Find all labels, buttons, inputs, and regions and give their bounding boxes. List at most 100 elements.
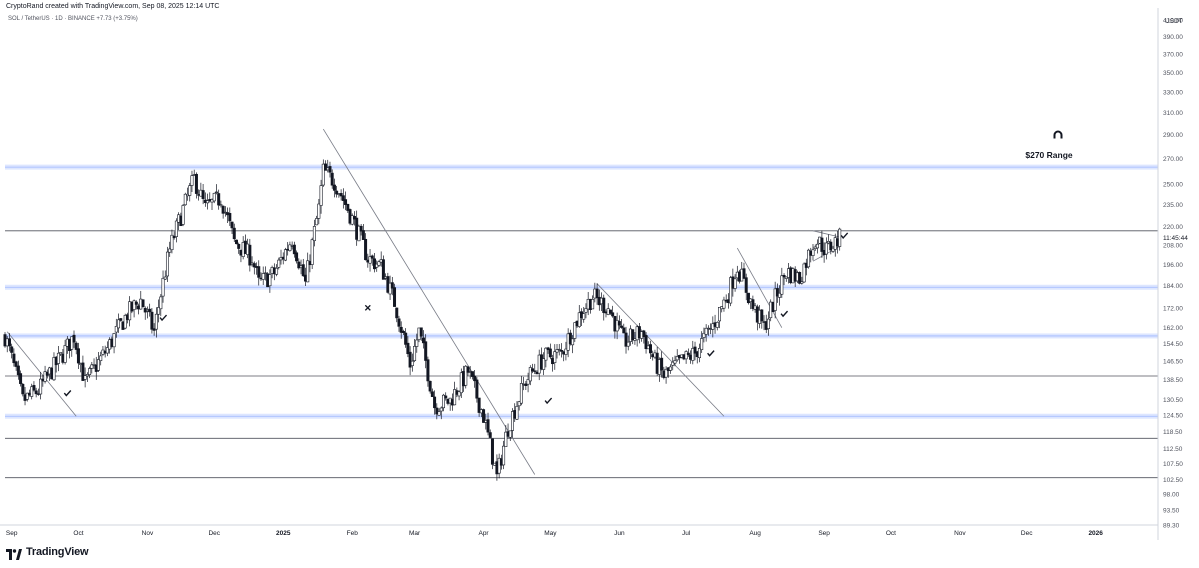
candle	[85, 372, 89, 383]
candle	[339, 189, 343, 201]
candle	[393, 283, 397, 307]
candle-body	[168, 248, 172, 253]
candle	[729, 275, 733, 307]
candle-body	[815, 243, 819, 249]
candle	[642, 329, 646, 344]
candle	[691, 340, 695, 365]
candle-body	[782, 274, 786, 278]
candle	[399, 321, 403, 339]
candle-body	[56, 352, 60, 364]
candle	[780, 267, 784, 298]
candle	[19, 370, 23, 387]
candle-body	[12, 353, 16, 364]
candle-body	[34, 390, 38, 395]
candle-body	[595, 288, 599, 299]
candle-body	[624, 332, 628, 347]
price-tick-label: 162.00	[1163, 325, 1183, 332]
candle	[466, 365, 470, 376]
candle	[83, 367, 87, 388]
candle-body	[807, 249, 811, 268]
price-tick-label: 130.50	[1163, 397, 1183, 404]
candle	[163, 270, 167, 281]
candle	[141, 299, 145, 308]
candle	[488, 429, 492, 438]
candle	[194, 172, 198, 199]
candle-body	[30, 386, 34, 397]
candle	[631, 329, 635, 345]
candle	[591, 295, 595, 310]
candle	[372, 253, 376, 273]
candle-body	[744, 277, 748, 293]
candle-body	[397, 318, 401, 327]
candle-body	[370, 255, 374, 259]
candle-body	[824, 242, 828, 255]
candle	[406, 336, 410, 358]
candle	[693, 341, 697, 361]
symbol-legend: SOL / TetherUS · 1D · BINANCE +7.73 (+3.…	[8, 16, 138, 22]
candle	[715, 321, 719, 331]
candle-body	[715, 322, 719, 328]
candle	[700, 331, 704, 353]
candle-body	[751, 299, 755, 309]
candle	[7, 333, 11, 352]
candle-body	[718, 307, 722, 322]
candle-body	[829, 241, 833, 251]
candle	[746, 292, 750, 305]
candle-body	[673, 360, 677, 364]
checkmark-icon	[63, 390, 72, 397]
tradingview-logo[interactable]: TradingView	[6, 546, 89, 560]
candle	[34, 387, 38, 398]
candle-body	[219, 204, 223, 206]
candle-body	[488, 432, 492, 438]
candle-body	[401, 330, 405, 333]
candle-body	[252, 263, 256, 268]
candle	[624, 326, 628, 354]
candle-body	[649, 344, 653, 354]
candle	[533, 363, 537, 375]
candle	[766, 311, 770, 336]
candle	[419, 327, 423, 341]
candle	[664, 366, 668, 384]
candle	[317, 198, 321, 225]
candle-body	[582, 313, 586, 320]
candle	[321, 159, 325, 187]
price-tick-label: 172.00	[1163, 305, 1183, 312]
candle-body	[533, 370, 537, 372]
candle-body	[324, 163, 328, 171]
candle	[350, 213, 354, 226]
candle-body	[335, 190, 339, 195]
candle-body	[76, 348, 80, 364]
annotation-layer: $270 Range	[1025, 130, 1073, 160]
candle	[718, 307, 722, 329]
candle	[457, 390, 461, 401]
candle	[174, 218, 178, 243]
candle-body	[571, 338, 575, 346]
candle-body	[626, 341, 630, 347]
candle-body	[234, 239, 238, 245]
candle-body	[421, 337, 425, 344]
candle	[252, 261, 256, 275]
candle	[263, 266, 267, 281]
candle-body	[341, 195, 345, 201]
candle-body	[292, 244, 296, 255]
candle-body	[693, 346, 697, 354]
candle	[673, 355, 677, 367]
candle	[170, 229, 174, 254]
candle	[684, 350, 688, 364]
candle	[510, 408, 514, 438]
candle-body	[346, 203, 350, 211]
candle	[722, 296, 726, 312]
candle	[143, 306, 147, 320]
candle-body	[301, 264, 305, 277]
candle-body	[330, 172, 334, 186]
candle-body	[263, 272, 267, 274]
candle-body	[700, 338, 704, 350]
candle-body	[773, 288, 777, 311]
candle-body	[410, 360, 414, 366]
trendline-3	[736, 247, 783, 328]
candle	[183, 192, 187, 206]
candle	[517, 400, 521, 411]
candle	[114, 318, 118, 338]
